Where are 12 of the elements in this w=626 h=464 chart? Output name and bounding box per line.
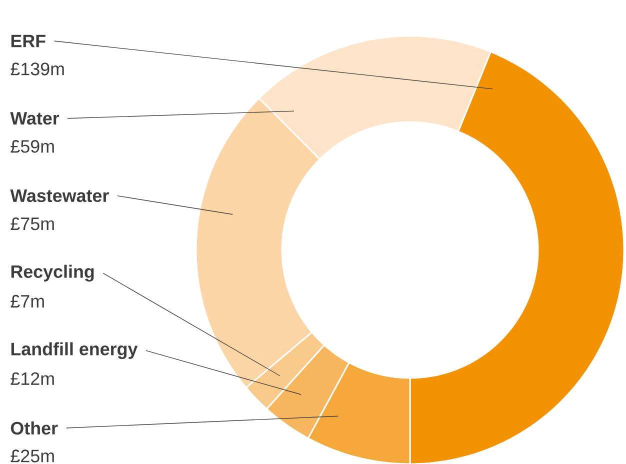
- slice-label: Recycling: [11, 264, 94, 282]
- data-label: £75m: [10, 217, 54, 230]
- data-label: £12m: [10, 372, 54, 385]
- slice-label: Other: [10, 421, 58, 435]
- data-label: £25m: [10, 450, 54, 462]
- slice-label: Wastewater: [10, 190, 109, 202]
- slice-label: Water: [10, 112, 60, 125]
- data-label: £139m: [10, 62, 64, 76]
- data-label: £7m: [10, 294, 44, 308]
- slice-label: Landfill energy: [11, 342, 138, 359]
- slice-label: ERF: [11, 34, 46, 48]
- data-label: £59m: [10, 140, 54, 153]
